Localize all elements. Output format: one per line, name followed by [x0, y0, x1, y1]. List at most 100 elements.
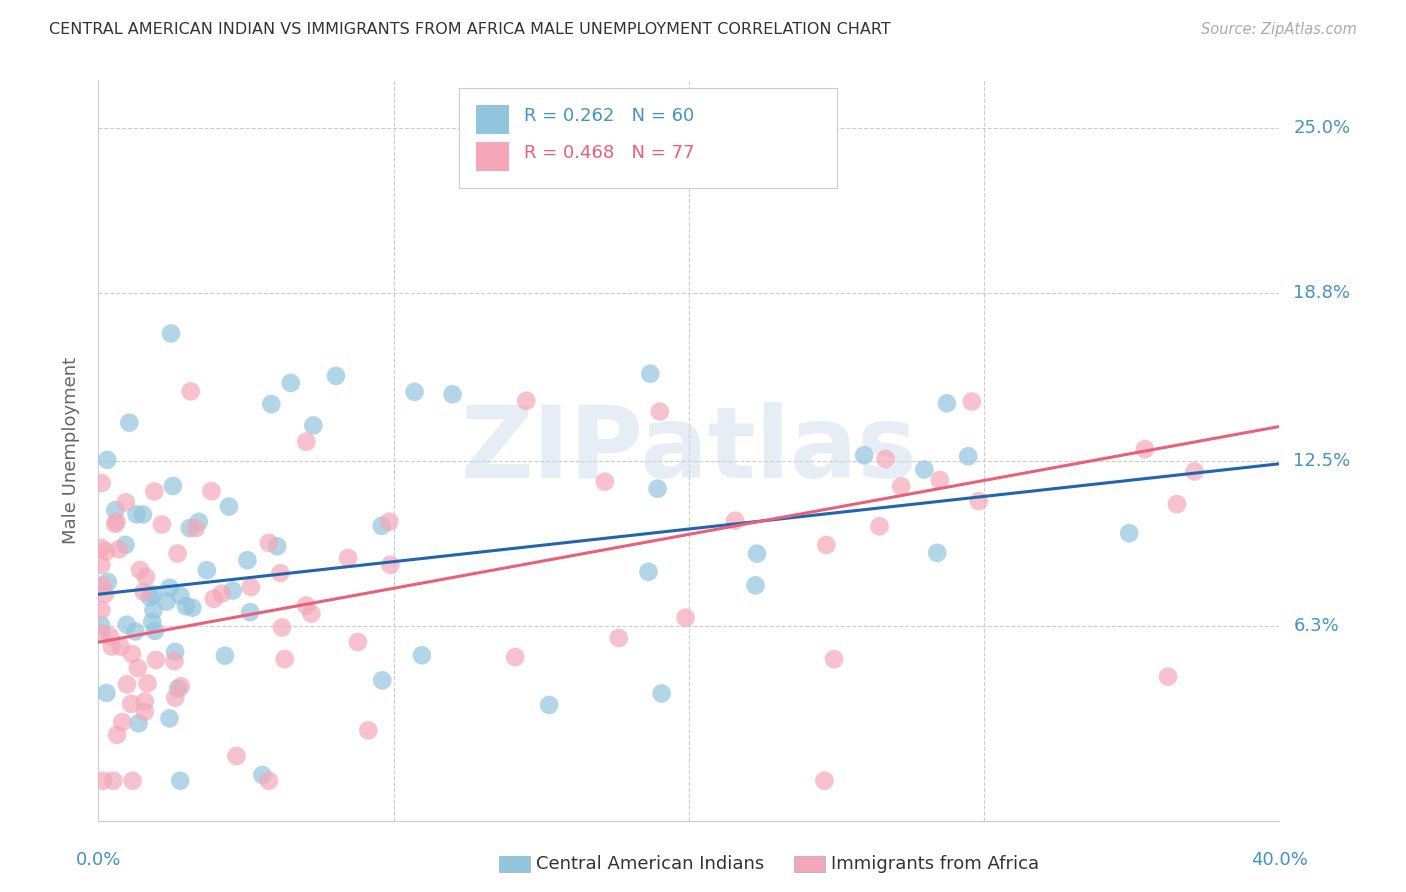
Point	[273, 652, 295, 666]
Point	[98, 629, 121, 643]
Point	[128, 716, 150, 731]
Point	[91, 773, 114, 788]
Text: 0.0%: 0.0%	[76, 851, 121, 869]
Point	[357, 723, 380, 738]
Point	[142, 603, 165, 617]
Point	[441, 387, 464, 401]
Point	[325, 368, 347, 383]
Point	[159, 711, 181, 725]
Point	[94, 544, 117, 558]
Point	[957, 450, 980, 464]
Point	[295, 434, 318, 449]
Point	[90, 476, 112, 491]
Point	[114, 495, 136, 509]
Point	[90, 618, 112, 632]
Point	[260, 397, 283, 411]
Point	[370, 519, 392, 533]
Point	[967, 494, 990, 508]
Point	[96, 686, 118, 700]
Point	[378, 515, 401, 529]
Point	[145, 653, 167, 667]
Point	[118, 416, 141, 430]
Point	[200, 484, 222, 499]
Point	[143, 624, 166, 638]
Point	[142, 587, 165, 601]
Point	[380, 558, 402, 572]
Point	[124, 624, 146, 639]
Point	[127, 661, 149, 675]
Point	[236, 553, 259, 567]
Point	[607, 631, 630, 645]
Point	[823, 652, 845, 666]
Text: CENTRAL AMERICAN INDIAN VS IMMIGRANTS FROM AFRICA MALE UNEMPLOYMENT CORRELATION : CENTRAL AMERICAN INDIAN VS IMMIGRANTS FR…	[49, 22, 891, 37]
Point	[103, 773, 125, 788]
Point	[515, 393, 537, 408]
Point	[115, 617, 138, 632]
Point	[160, 326, 183, 341]
Point	[1157, 670, 1180, 684]
Point	[195, 563, 218, 577]
Point	[97, 574, 120, 589]
Point	[165, 645, 187, 659]
Point	[100, 640, 122, 654]
Point	[135, 570, 157, 584]
Point	[1166, 497, 1188, 511]
Point	[503, 650, 526, 665]
Point	[222, 583, 245, 598]
Text: 25.0%: 25.0%	[1294, 120, 1351, 137]
Point	[167, 681, 190, 696]
Point	[1133, 442, 1156, 457]
Point	[110, 640, 132, 654]
Point	[202, 591, 225, 606]
Point	[120, 697, 142, 711]
Point	[853, 448, 876, 462]
Point	[299, 607, 322, 621]
Point	[165, 690, 187, 705]
Point	[813, 773, 835, 788]
Point	[346, 635, 368, 649]
Point	[890, 479, 912, 493]
Point	[155, 594, 177, 608]
Y-axis label: Male Unemployment: Male Unemployment	[62, 357, 80, 544]
Point	[134, 694, 156, 708]
Point	[134, 705, 156, 719]
Point	[179, 521, 201, 535]
Point	[280, 376, 302, 390]
Point	[912, 462, 935, 476]
Text: R = 0.468   N = 77: R = 0.468 N = 77	[523, 144, 695, 161]
Point	[180, 384, 202, 399]
Point	[90, 626, 112, 640]
Point	[1118, 526, 1140, 541]
Point	[295, 599, 318, 613]
Point	[170, 679, 193, 693]
Point	[125, 508, 148, 522]
Point	[174, 599, 197, 614]
Point	[91, 578, 114, 592]
Point	[105, 515, 128, 529]
Point	[257, 536, 280, 550]
Point	[132, 508, 155, 522]
Point	[136, 676, 159, 690]
Text: 6.3%: 6.3%	[1294, 617, 1339, 635]
Point	[1184, 465, 1206, 479]
Text: 12.5%: 12.5%	[1294, 452, 1351, 470]
Point	[105, 728, 128, 742]
Point	[90, 541, 112, 555]
Point	[104, 516, 127, 531]
Point	[181, 600, 204, 615]
Point	[211, 587, 233, 601]
Point	[648, 404, 671, 418]
Point	[94, 587, 117, 601]
Point	[184, 521, 207, 535]
Point	[111, 715, 134, 730]
Point	[266, 539, 288, 553]
Point	[271, 620, 294, 634]
FancyBboxPatch shape	[477, 105, 509, 135]
Point	[150, 517, 173, 532]
Point	[745, 547, 768, 561]
Point	[115, 677, 138, 691]
Point	[141, 615, 163, 629]
Text: Central American Indians: Central American Indians	[536, 855, 763, 873]
Point	[90, 558, 112, 572]
Point	[104, 503, 127, 517]
